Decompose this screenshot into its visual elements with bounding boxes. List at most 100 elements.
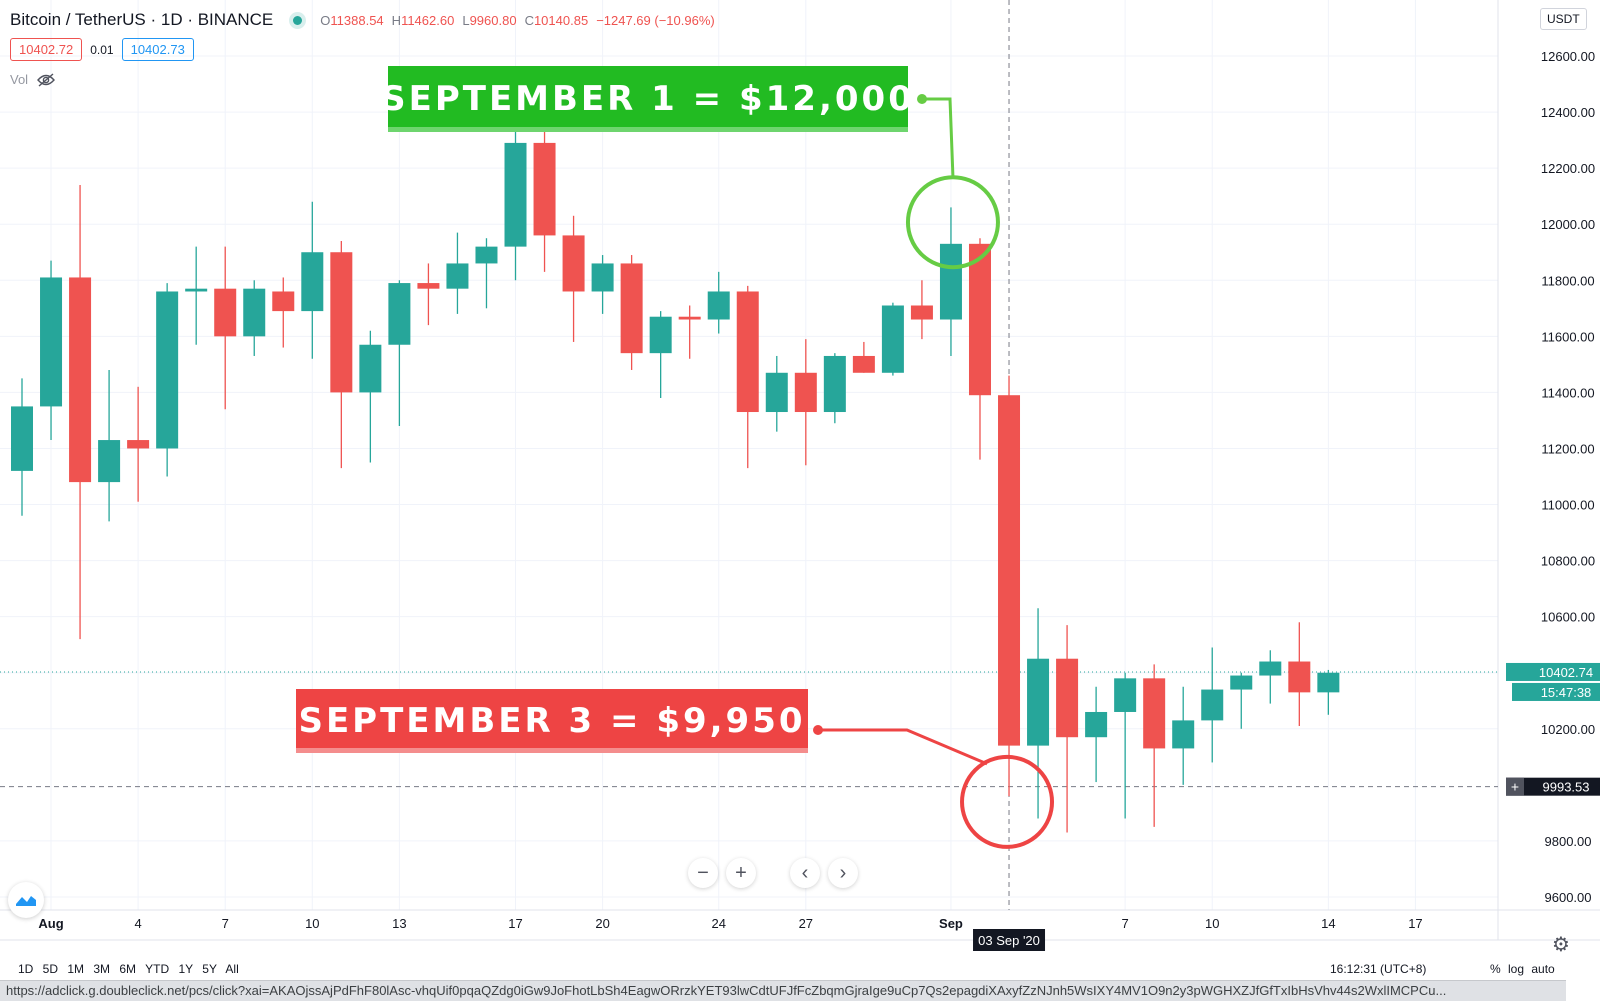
candle-body bbox=[1056, 658, 1079, 738]
crosshair-plus-box bbox=[1506, 777, 1524, 796]
candle-body bbox=[1288, 661, 1311, 693]
annotation-box-sep3 bbox=[296, 689, 808, 753]
low-value: 9960.80 bbox=[469, 12, 517, 28]
candle-body bbox=[272, 291, 295, 312]
candle-body bbox=[881, 305, 904, 373]
zoom-controls: − + ‹ › bbox=[688, 858, 858, 888]
gear-icon[interactable]: ⚙ bbox=[1552, 934, 1570, 956]
time-axis-label: 4 bbox=[135, 916, 142, 931]
price-axis-label: 12400.00 bbox=[1541, 105, 1595, 120]
price-axis-label: 9800.00 bbox=[1545, 834, 1592, 849]
annotation-box-sep1-underline bbox=[388, 127, 908, 132]
price-axis-label: 12200.00 bbox=[1541, 161, 1595, 176]
price-axis-label: 11000.00 bbox=[1541, 498, 1594, 513]
bottom-toolbar: 1D 5D 1M 3M 6M YTD 1Y 5Y All 16:12:31 (U… bbox=[0, 960, 1600, 976]
candle-body bbox=[243, 288, 266, 337]
price-axis-label: 10600.00 bbox=[1541, 610, 1595, 625]
tradingview-logo-icon[interactable] bbox=[8, 882, 44, 918]
ask-price[interactable]: 10402.73 bbox=[121, 38, 194, 61]
candle-body bbox=[968, 243, 991, 396]
change-value: −1247.69 (−10.96%) bbox=[596, 12, 715, 28]
annotation-box-sep1 bbox=[388, 66, 908, 132]
annotation-circle-sep1 bbox=[905, 175, 1000, 270]
price-axis-label: 10200.00 bbox=[1541, 722, 1595, 737]
price-axis-label: 11800.00 bbox=[1541, 273, 1594, 288]
candle-body bbox=[852, 355, 875, 373]
status-url-bar: https://adclick.g.doubleclick.net/pcs/cl… bbox=[0, 980, 1566, 1001]
time-axis-label: 20 bbox=[595, 916, 609, 931]
countdown-label: 15:47:38 bbox=[1541, 685, 1592, 700]
zoom-out-button[interactable]: − bbox=[688, 858, 718, 888]
candle-body bbox=[185, 288, 208, 292]
annotation-circle-sep3 bbox=[960, 754, 1055, 849]
candle-body bbox=[562, 235, 585, 292]
candle-body bbox=[98, 440, 121, 483]
candle-body bbox=[1172, 720, 1195, 749]
candle-body bbox=[127, 440, 150, 449]
time-axis-label: 27 bbox=[799, 916, 813, 931]
candle-body bbox=[1201, 689, 1224, 721]
candle-body bbox=[504, 142, 527, 247]
scale-options[interactable]: % log auto bbox=[1490, 962, 1555, 976]
eye-hidden-icon[interactable] bbox=[36, 72, 56, 87]
time-axis-label: 7 bbox=[222, 916, 229, 931]
time-axis-label: 14 bbox=[1321, 916, 1335, 931]
candle-body bbox=[649, 316, 672, 354]
candle-body bbox=[939, 243, 962, 320]
time-axis-label: 10 bbox=[305, 916, 319, 931]
candle-body bbox=[620, 263, 643, 354]
scroll-left-button[interactable]: ‹ bbox=[790, 858, 820, 888]
volume-indicator: Vol bbox=[10, 72, 56, 87]
candle-body bbox=[1259, 661, 1282, 676]
price-axis-label: 12600.00 bbox=[1541, 49, 1595, 64]
candle-body bbox=[388, 283, 411, 345]
timeframe-buttons[interactable]: 1D 5D 1M 3M 6M YTD 1Y 5Y All bbox=[18, 962, 239, 976]
candle-body bbox=[707, 291, 730, 320]
bid-ask: 10402.72 0.01 10402.73 bbox=[10, 38, 194, 61]
annotation-text-sep1: SEPTEMBER 1 = $12,000 bbox=[381, 79, 915, 119]
crosshair-price-label: 9993.53 bbox=[1543, 780, 1590, 795]
currency-button[interactable]: USDT bbox=[1540, 8, 1587, 30]
time-axis-label: 17 bbox=[508, 916, 522, 931]
time-axis-label: Sep bbox=[939, 916, 963, 931]
annotation-dot-sep1 bbox=[917, 94, 927, 104]
price-chart[interactable]: 12600.00 12400.00 12200.00 12000.00 11800.00… bbox=[0, 0, 1600, 960]
annotation-dot-sep3 bbox=[813, 725, 823, 735]
candle-body bbox=[330, 252, 353, 393]
market-status-dot bbox=[293, 15, 303, 25]
crosshair-date-label: 03 Sep '20 bbox=[978, 933, 1040, 948]
last-price-label: 10402.74 bbox=[1539, 665, 1593, 680]
candle-body bbox=[678, 316, 701, 320]
chart-header: Bitcoin / TetherUS · 1D · BINANCE O11388… bbox=[10, 9, 715, 31]
clock-readout[interactable]: 16:12:31 (UTC+8) bbox=[1330, 962, 1427, 976]
price-axis-label: 9600.00 bbox=[1545, 890, 1592, 905]
candle-body bbox=[359, 344, 382, 393]
close-value: 10140.85 bbox=[533, 12, 589, 28]
candle-body bbox=[1317, 672, 1340, 693]
candle-body bbox=[11, 406, 33, 471]
ohlc-values: O11388.54 H11462.60 L9960.80 C10140.85 −… bbox=[320, 12, 715, 28]
candle-body bbox=[1027, 658, 1050, 746]
candle-body bbox=[69, 277, 92, 483]
time-axis-label: Aug bbox=[38, 916, 63, 931]
time-axis-label: 13 bbox=[392, 916, 406, 931]
candle-body bbox=[214, 288, 237, 337]
annotation-box-sep3-underline bbox=[296, 748, 808, 753]
symbol-title[interactable]: Bitcoin / TetherUS · 1D · BINANCE bbox=[10, 10, 274, 29]
candle-body bbox=[591, 263, 614, 292]
candle-body bbox=[446, 263, 469, 289]
price-axis-label: 10800.00 bbox=[1541, 554, 1595, 569]
candle-body bbox=[301, 252, 324, 312]
spread-value: 0.01 bbox=[90, 42, 114, 57]
bid-price[interactable]: 10402.72 bbox=[10, 38, 83, 61]
candle-body bbox=[1114, 678, 1137, 712]
candle-body bbox=[1085, 711, 1108, 738]
high-value: 11462.60 bbox=[401, 12, 455, 28]
candle-body bbox=[1230, 675, 1253, 690]
zoom-in-button[interactable]: + bbox=[726, 858, 756, 888]
annotation-text-sep3: SEPTEMBER 3 = $9,950 bbox=[298, 701, 805, 741]
price-axis-label: 11600.00 bbox=[1541, 329, 1594, 344]
candle-body bbox=[533, 142, 556, 236]
scroll-right-button[interactable]: › bbox=[828, 858, 858, 888]
candle-body bbox=[765, 372, 788, 413]
